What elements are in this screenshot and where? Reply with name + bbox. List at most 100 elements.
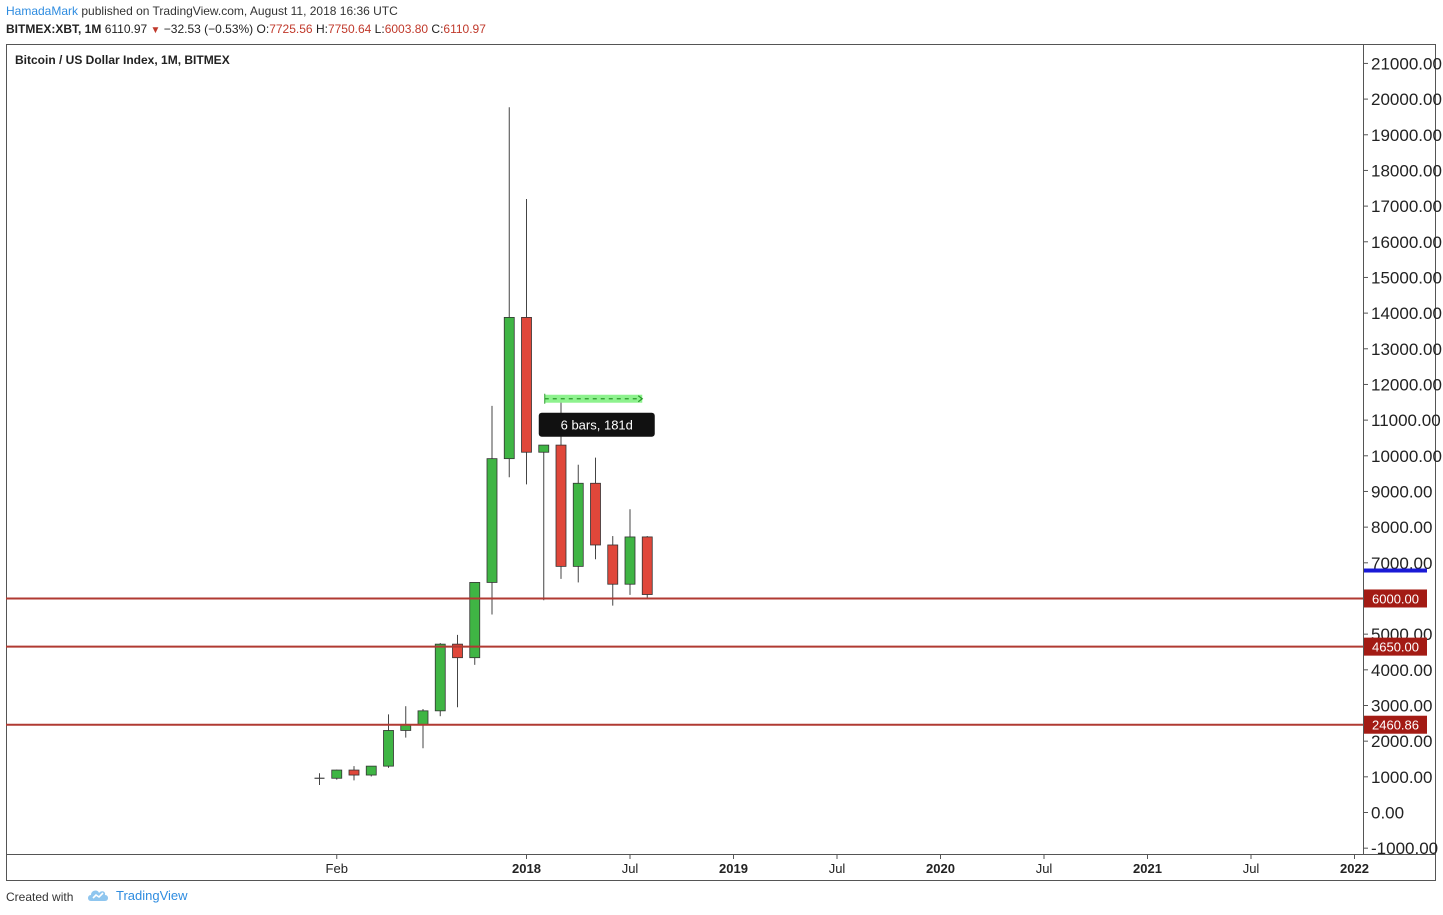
symbol-info: BITMEX:XBT, 1M 6110.97 ▼ −32.53 (−0.53%)… bbox=[6, 22, 486, 38]
candle-body bbox=[365, 765, 377, 776]
candle-body bbox=[400, 724, 412, 731]
candles bbox=[314, 107, 653, 786]
candle bbox=[572, 464, 584, 583]
time-label: Jul bbox=[1243, 861, 1260, 876]
level-tag-label: 6000.00 bbox=[1372, 591, 1419, 606]
level-tag bbox=[1364, 637, 1427, 656]
price-label: 12000.00 bbox=[1371, 375, 1442, 394]
close-label: C: bbox=[431, 22, 444, 36]
down-arrow-icon: ▼ bbox=[150, 25, 161, 36]
close-value: 6110.97 bbox=[443, 22, 486, 36]
candle-body bbox=[434, 643, 446, 712]
price-label: 15000.00 bbox=[1371, 268, 1442, 287]
author-link[interactable]: HamadaMark bbox=[6, 4, 79, 18]
low-value: 6003.80 bbox=[384, 22, 429, 36]
price-label: 1000.00 bbox=[1371, 768, 1432, 787]
published-text: published on TradingView.com, August 11,… bbox=[81, 4, 398, 18]
symbol-name: BITMEX:XBT, 1M bbox=[6, 22, 102, 36]
price-axis[interactable]: 21000.00 20000.00 19000.00 18000.00 17000.00… bbox=[1363, 54, 1442, 858]
date-range-tool[interactable]: 6 bars, 181d bbox=[538, 393, 655, 437]
candle bbox=[331, 769, 343, 780]
time-label: Jul bbox=[622, 861, 639, 876]
last-price: 6110.97 bbox=[104, 22, 148, 36]
price-label: 18000.00 bbox=[1371, 161, 1442, 180]
chart-frame bbox=[6, 44, 1436, 881]
price-label: 19000.00 bbox=[1371, 126, 1442, 145]
candle bbox=[348, 766, 360, 781]
candle bbox=[624, 509, 636, 595]
candle-body bbox=[417, 710, 429, 726]
candle-body bbox=[503, 317, 515, 460]
price-label: 13000.00 bbox=[1371, 340, 1442, 359]
candle-body bbox=[607, 544, 619, 585]
time-label: 2019 bbox=[719, 861, 748, 876]
candle bbox=[503, 107, 515, 478]
cloud-icon bbox=[88, 890, 108, 901]
price-label: 2000.00 bbox=[1371, 732, 1432, 751]
candle-body bbox=[572, 482, 584, 567]
candle bbox=[538, 444, 550, 601]
current-price-marker bbox=[1364, 568, 1427, 573]
level-tag-label: 4650.00 bbox=[1372, 640, 1419, 655]
time-label: 2018 bbox=[512, 861, 541, 876]
time-label: Jul bbox=[1036, 861, 1053, 876]
price-label: 3000.00 bbox=[1371, 696, 1432, 715]
price-label: 16000.00 bbox=[1371, 233, 1442, 252]
candle bbox=[486, 405, 498, 615]
candle bbox=[383, 714, 394, 768]
tradingview-brand[interactable]: TradingView bbox=[116, 887, 188, 903]
open-label: O: bbox=[256, 22, 270, 36]
price-label: -1000.00 bbox=[1371, 839, 1438, 858]
time-label: Jul bbox=[829, 861, 846, 876]
price-label: 14000.00 bbox=[1371, 304, 1442, 323]
range-tooltip-label: 6 bars, 181d bbox=[561, 418, 633, 433]
level-tag bbox=[1364, 715, 1427, 734]
candle-body bbox=[486, 458, 498, 583]
candle bbox=[469, 582, 481, 665]
price-label: 17000.00 bbox=[1371, 197, 1442, 216]
range-tooltip bbox=[538, 412, 655, 437]
candle bbox=[521, 198, 532, 485]
price-label: 10000.00 bbox=[1371, 447, 1442, 466]
candle-body bbox=[452, 643, 463, 659]
candle-body bbox=[521, 317, 532, 453]
candle bbox=[590, 457, 601, 560]
created-with-text: Created with bbox=[6, 890, 74, 904]
candle-body bbox=[555, 444, 567, 567]
candle-body bbox=[590, 482, 601, 546]
candle-body bbox=[469, 582, 481, 659]
price-label: 0.00 bbox=[1371, 804, 1404, 823]
high-value: 7750.64 bbox=[327, 22, 372, 36]
candle-body bbox=[331, 769, 343, 779]
price-label: 20000.00 bbox=[1371, 90, 1442, 109]
time-axis[interactable]: Feb 2018 Jul 2019 Jul 2020 Jul 2021 Jul 2022 bbox=[326, 854, 1369, 876]
candle bbox=[434, 643, 446, 717]
candle-body bbox=[624, 536, 636, 585]
price-label: 11000.00 bbox=[1371, 411, 1441, 430]
tradingview-logo[interactable]: TradingView bbox=[86, 887, 188, 903]
publish-info: HamadaMark published on TradingView.com,… bbox=[6, 4, 398, 20]
candle-body bbox=[641, 536, 653, 595]
time-label: Feb bbox=[326, 861, 348, 876]
low-label: L: bbox=[374, 22, 385, 36]
chart-title: Bitcoin / US Dollar Index, 1M, BITMEX bbox=[15, 53, 230, 67]
price-label: 8000.00 bbox=[1371, 518, 1432, 537]
chart[interactable]: Bitcoin / US Dollar Index, 1M, BITMEX 21… bbox=[0, 0, 1443, 881]
price-label: 9000.00 bbox=[1371, 482, 1432, 501]
level-tag-label: 2460.86 bbox=[1372, 718, 1419, 733]
time-label: 2020 bbox=[926, 861, 955, 876]
price-label: 21000.00 bbox=[1371, 54, 1442, 73]
horizontal-levels[interactable]: 6000.00 4650.00 2460.86 bbox=[6, 568, 1427, 734]
time-label: 2022 bbox=[1340, 861, 1369, 876]
level-tag bbox=[1364, 589, 1427, 608]
price-label: 4000.00 bbox=[1371, 661, 1432, 680]
candle-body bbox=[538, 444, 550, 453]
high-label: H: bbox=[315, 22, 328, 36]
range-arrow-icon bbox=[637, 395, 644, 403]
price-change: −32.53 (−0.53%) bbox=[163, 22, 254, 36]
candle bbox=[607, 536, 619, 606]
candle bbox=[314, 773, 325, 786]
time-label: 2021 bbox=[1133, 861, 1162, 876]
footer: Created with TradingView bbox=[0, 881, 1443, 915]
candle-body bbox=[383, 730, 394, 767]
